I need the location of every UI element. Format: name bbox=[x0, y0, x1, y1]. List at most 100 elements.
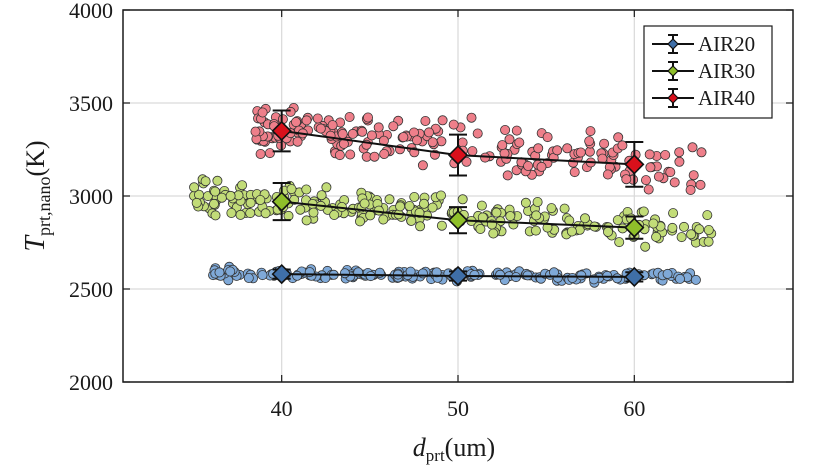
scatter-point-air40 bbox=[514, 137, 525, 148]
scatter-point-air40 bbox=[334, 150, 345, 161]
mean-marker-air40 bbox=[271, 120, 292, 142]
scatter-point-air40 bbox=[379, 148, 390, 159]
scatter-point-air30 bbox=[435, 190, 446, 201]
mean-marker-air20 bbox=[447, 265, 469, 287]
legend-marker bbox=[667, 38, 679, 50]
scatter-point-air40 bbox=[669, 177, 680, 188]
scatter-point-air40 bbox=[584, 136, 595, 147]
scatter-point-air30 bbox=[532, 196, 543, 207]
scatter-point-air30 bbox=[354, 216, 365, 227]
scatter-point-air30 bbox=[531, 210, 542, 221]
y-tick-label: 2500 bbox=[69, 277, 113, 302]
scatter-point-air20 bbox=[576, 270, 587, 281]
scatter-point-air30 bbox=[564, 215, 575, 226]
scatter-point-air40 bbox=[613, 132, 624, 143]
scatter-point-air30 bbox=[321, 182, 332, 193]
scatter-point-air40 bbox=[345, 149, 356, 160]
scatter-point-air30 bbox=[694, 224, 705, 235]
scatter-point-air30 bbox=[505, 211, 516, 222]
scatter-point-air30 bbox=[418, 198, 429, 209]
scatter-point-air40 bbox=[467, 146, 478, 157]
scatter-point-air30 bbox=[404, 200, 415, 211]
scatter-point-air30 bbox=[406, 215, 417, 226]
scatter-point-air30 bbox=[508, 219, 519, 230]
x-axis-label-sub: prt bbox=[426, 446, 445, 465]
scatter-point-air40 bbox=[290, 117, 301, 128]
scatter-point-air40 bbox=[373, 122, 384, 133]
scatter-point-air20 bbox=[225, 266, 236, 277]
scatter-point-air30 bbox=[476, 200, 487, 211]
scatter-point-air40 bbox=[674, 147, 685, 158]
scatter-point-air20 bbox=[612, 273, 623, 284]
legend: AIR20 AIR30 AIR40 bbox=[643, 25, 773, 119]
y-tick-label: 3500 bbox=[69, 91, 113, 116]
scatter-point-air30 bbox=[255, 194, 266, 205]
scatter-point-air40 bbox=[562, 143, 573, 154]
scatter-point-air30 bbox=[559, 203, 570, 214]
scatter-point-air20 bbox=[214, 267, 225, 278]
scatter-point-air40 bbox=[585, 126, 596, 137]
scatter-point-air40 bbox=[695, 179, 706, 190]
scatter-point-air40 bbox=[388, 121, 399, 132]
scatter-point-air20 bbox=[320, 272, 331, 283]
scatter-point-air40 bbox=[621, 174, 632, 185]
scatter-point-air30 bbox=[703, 224, 714, 235]
y-tick-label: 4000 bbox=[69, 0, 113, 23]
mean-marker-air20 bbox=[271, 263, 292, 285]
scatter-point-air30 bbox=[225, 190, 236, 201]
scatter-point-air30 bbox=[566, 226, 577, 237]
scatter-point-air40 bbox=[255, 148, 266, 159]
scatter-point-air30 bbox=[308, 207, 319, 218]
scatter-point-air40 bbox=[665, 167, 676, 178]
scatter-point-air30 bbox=[191, 197, 202, 208]
mean-marker-air30 bbox=[624, 217, 645, 238]
scatter-point-air20 bbox=[243, 272, 254, 283]
scatter-point-air30 bbox=[384, 194, 395, 205]
legend-label: AIR30 bbox=[698, 59, 755, 83]
axis-ticks: 40 50 60 2000 2500 3000 3500 4000 bbox=[69, 0, 793, 421]
scatter-point-air40 bbox=[643, 184, 654, 195]
y-tick-label: 3000 bbox=[69, 184, 113, 209]
scatter-point-air40 bbox=[688, 170, 699, 181]
scatter-point-air30 bbox=[226, 207, 237, 218]
scatter-point-air30 bbox=[189, 182, 200, 193]
scatter-point-air40 bbox=[250, 126, 261, 137]
scatter-point-air20 bbox=[365, 271, 376, 282]
scatter-point-air20 bbox=[675, 273, 686, 284]
mean-marker-air30 bbox=[447, 210, 469, 231]
scatter-point-air30 bbox=[329, 209, 340, 220]
scatter-point-air40 bbox=[497, 140, 508, 151]
scatter-point-air30 bbox=[295, 204, 306, 215]
y-axis-label-sub: prt,nano bbox=[34, 177, 54, 236]
y-axis-label-main: T bbox=[20, 234, 51, 252]
scatter-point-air40 bbox=[362, 112, 373, 123]
scatter-point-air40 bbox=[312, 113, 323, 124]
scatter-point-air40 bbox=[645, 162, 656, 173]
scatter-point-air40 bbox=[599, 138, 610, 149]
scatter-point-air40 bbox=[542, 132, 553, 143]
scatter-point-air40 bbox=[504, 134, 515, 145]
scatter-point-air40 bbox=[502, 170, 513, 181]
scatter-point-air30 bbox=[301, 215, 312, 226]
x-tick-label: 40 bbox=[271, 396, 293, 421]
scatter-point-air40 bbox=[315, 123, 326, 134]
scatter-point-air30 bbox=[245, 197, 256, 208]
scatter-point-air30 bbox=[235, 209, 246, 220]
scatter-point-air40 bbox=[685, 184, 696, 195]
legend-item-air40: AIR40 bbox=[652, 86, 755, 110]
mean-lines bbox=[271, 109, 645, 288]
scatter-point-air20 bbox=[339, 268, 350, 279]
scatter-point-air30 bbox=[651, 231, 662, 242]
x-axis-label: dprt(um) bbox=[413, 433, 495, 465]
scatter-point-air40 bbox=[687, 142, 698, 153]
scatter-point-air40 bbox=[523, 160, 534, 171]
scatter-point-air40 bbox=[575, 147, 586, 158]
scatter-point-air30 bbox=[520, 197, 531, 208]
scatter-point-air40 bbox=[511, 125, 522, 136]
mean-marker-air20 bbox=[624, 266, 645, 288]
scatter-point-air40 bbox=[285, 106, 296, 117]
scatter-point-air40 bbox=[257, 107, 268, 118]
scatter-point-air30 bbox=[260, 208, 271, 219]
scatter-point-air40 bbox=[337, 128, 348, 139]
scatter-point-air40 bbox=[653, 171, 664, 182]
